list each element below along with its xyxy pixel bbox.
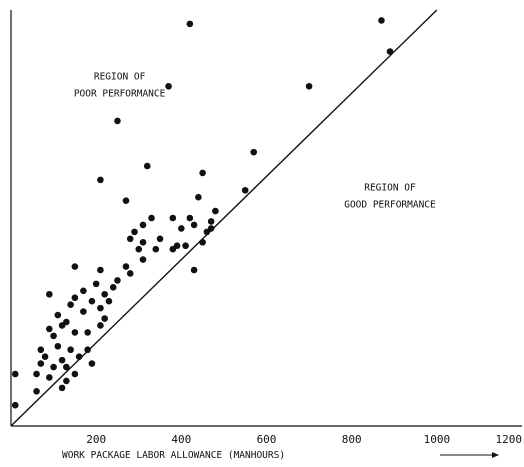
data-point bbox=[84, 346, 91, 354]
data-point bbox=[97, 176, 104, 184]
data-point bbox=[241, 186, 249, 194]
data-point bbox=[101, 315, 108, 322]
data-point bbox=[101, 290, 108, 298]
data-point bbox=[50, 363, 57, 371]
data-point bbox=[207, 225, 215, 232]
data-point bbox=[33, 370, 40, 378]
data-point bbox=[199, 169, 206, 177]
data-point bbox=[75, 353, 83, 360]
data-point bbox=[148, 214, 155, 222]
data-point bbox=[139, 238, 147, 246]
x-tick-label: 1000 bbox=[424, 433, 451, 446]
data-point bbox=[126, 235, 134, 243]
data-point bbox=[71, 370, 79, 378]
data-point bbox=[11, 370, 19, 378]
data-point bbox=[135, 245, 143, 253]
x-tick-labels: 200 400 600 800 1000 1200 bbox=[86, 433, 522, 446]
data-point bbox=[207, 218, 215, 225]
data-point bbox=[88, 360, 96, 367]
data-point bbox=[80, 287, 87, 295]
data-point bbox=[186, 20, 194, 28]
region-annotation: REGION OF bbox=[364, 182, 416, 193]
data-point bbox=[54, 342, 62, 350]
data-point bbox=[37, 360, 45, 367]
data-point bbox=[11, 401, 19, 409]
x-tick-label: 400 bbox=[171, 433, 191, 446]
data-point bbox=[41, 353, 49, 360]
data-point bbox=[46, 325, 53, 333]
data-point bbox=[46, 290, 53, 298]
data-point bbox=[305, 82, 313, 90]
data-point bbox=[131, 228, 138, 236]
data-point bbox=[84, 329, 91, 336]
data-point bbox=[122, 197, 130, 204]
data-point bbox=[165, 82, 172, 90]
reference-line bbox=[10, 9, 438, 427]
data-point bbox=[71, 329, 79, 336]
data-point bbox=[33, 388, 40, 395]
region-annotation: REGION OF bbox=[94, 71, 146, 82]
data-point bbox=[63, 363, 70, 371]
data-point bbox=[54, 311, 62, 319]
x-tick-label: 600 bbox=[257, 433, 277, 446]
data-point bbox=[199, 238, 206, 246]
region-annotation: POOR PERFORMANCE bbox=[74, 89, 166, 100]
data-point bbox=[88, 297, 96, 305]
data-point bbox=[190, 266, 198, 274]
data-point bbox=[378, 17, 385, 24]
x-tick-label: 200 bbox=[86, 433, 106, 446]
data-point bbox=[46, 374, 53, 381]
data-point bbox=[386, 48, 394, 55]
data-point bbox=[63, 377, 70, 385]
region-annotation: GOOD PERFORMANCE bbox=[344, 200, 436, 211]
data-point bbox=[152, 245, 160, 253]
data-point bbox=[97, 304, 104, 312]
data-point bbox=[58, 322, 66, 329]
data-point bbox=[156, 235, 164, 243]
data-point bbox=[97, 322, 104, 329]
data-point bbox=[50, 332, 57, 340]
x-tick-label: 1200 bbox=[496, 433, 523, 446]
data-point bbox=[97, 266, 104, 274]
data-point bbox=[195, 193, 202, 201]
x-axis-label: WORK PACKAGE LABOR ALLOWANCE (MANHOURS) bbox=[62, 450, 285, 461]
data-point bbox=[139, 221, 147, 229]
data-point bbox=[37, 346, 45, 354]
data-point bbox=[71, 263, 79, 270]
data-point bbox=[186, 214, 194, 222]
data-point bbox=[114, 277, 121, 284]
data-point bbox=[122, 263, 130, 270]
data-point bbox=[143, 162, 151, 170]
axes bbox=[10, 10, 522, 427]
data-point bbox=[58, 356, 66, 364]
data-point bbox=[182, 242, 189, 250]
data-point bbox=[114, 117, 121, 125]
x-tick-label: 800 bbox=[342, 433, 362, 446]
data-point bbox=[178, 225, 185, 232]
data-point bbox=[212, 207, 219, 215]
data-point bbox=[71, 294, 79, 302]
data-point bbox=[190, 221, 198, 229]
x-axis-arrow bbox=[440, 452, 499, 458]
data-point bbox=[169, 214, 177, 222]
data-point bbox=[80, 308, 87, 315]
data-point bbox=[169, 245, 177, 253]
data-point bbox=[126, 270, 134, 277]
data-points bbox=[11, 17, 394, 409]
data-point bbox=[58, 384, 66, 392]
data-point bbox=[250, 148, 258, 156]
data-point bbox=[105, 297, 113, 305]
data-point bbox=[139, 256, 147, 263]
data-point bbox=[109, 284, 117, 291]
region-annotations: REGION OF POOR PERFORMANCE REGION OF GOOD P… bbox=[74, 71, 436, 210]
data-point bbox=[92, 280, 100, 288]
data-point bbox=[67, 301, 74, 308]
data-point bbox=[67, 346, 74, 354]
